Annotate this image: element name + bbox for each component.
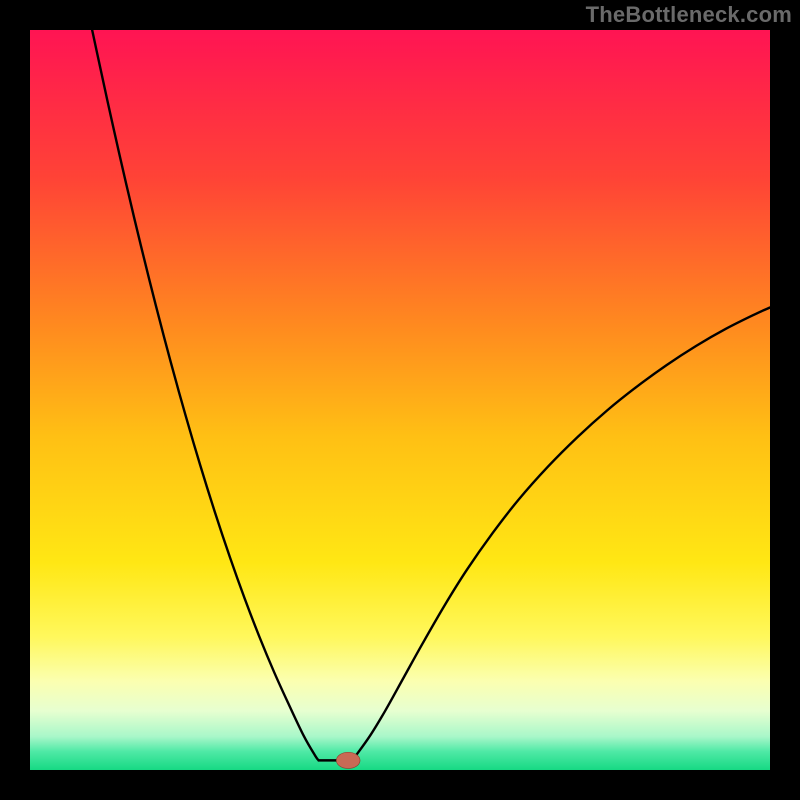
watermark-text: TheBottleneck.com [586,2,792,28]
gradient-background [30,30,770,770]
chart-svg [30,30,770,770]
plot-area [30,30,770,770]
chart-frame: TheBottleneck.com [0,0,800,800]
optimal-marker [336,752,360,768]
